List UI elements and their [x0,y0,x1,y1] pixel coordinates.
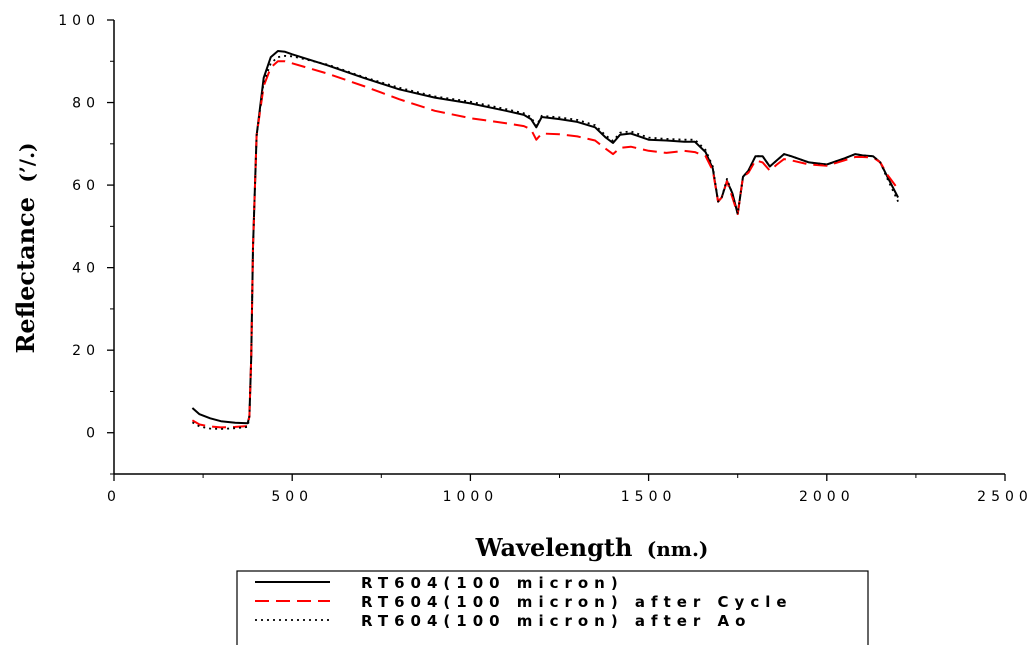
axes [113,20,1005,475]
legend: RT604(100 micron)RT604(100 micron) after… [236,570,869,645]
y-tick-label: 100 [58,13,100,29]
series-line-1 [191,50,899,425]
y-axis-title-main: Reflectance [11,197,40,354]
series-lines [191,50,899,430]
x-tick-label: 1000 [443,489,499,505]
legend-items: RT604(100 micron)RT604(100 micron) after… [255,574,793,630]
y-tick-label: 80 [72,96,100,112]
x-tick-label: 500 [271,489,313,505]
y-axis-title: Reflectance (’/.) [11,142,40,353]
series-line-3 [191,55,899,430]
series-line-2 [191,60,899,429]
x-axis-title-unit: (nm.) [647,537,709,561]
y-tick-label: 20 [72,343,100,359]
ticks [107,19,1006,481]
legend-label-2: RT604(100 micron) after Cycle [361,593,793,611]
x-tick-label: 2500 [977,489,1033,505]
x-tick-label: 2000 [799,489,855,505]
svg-text:Reflectance (’/.): Reflectance (’/.) [11,142,40,353]
legend-label-3: RT604(100 micron) after Ao [361,612,751,630]
x-tick-label: 1500 [621,489,677,505]
tick-labels: 0 500 1000 1500 2000 2500 0 20 40 60 80 100 [58,13,1033,505]
legend-box [236,570,869,645]
y-axis-title-unit: (’/.) [15,142,39,182]
y-tick-label: 40 [72,261,100,277]
y-tick-label: 60 [72,178,100,194]
x-tick-label: 0 [107,489,121,505]
x-axis-title: Wavelength (nm.) [475,533,709,562]
legend-label-1: RT604(100 micron) [361,574,624,592]
x-axis-title-main: Wavelength [475,533,633,562]
y-tick-label: 0 [86,426,100,442]
